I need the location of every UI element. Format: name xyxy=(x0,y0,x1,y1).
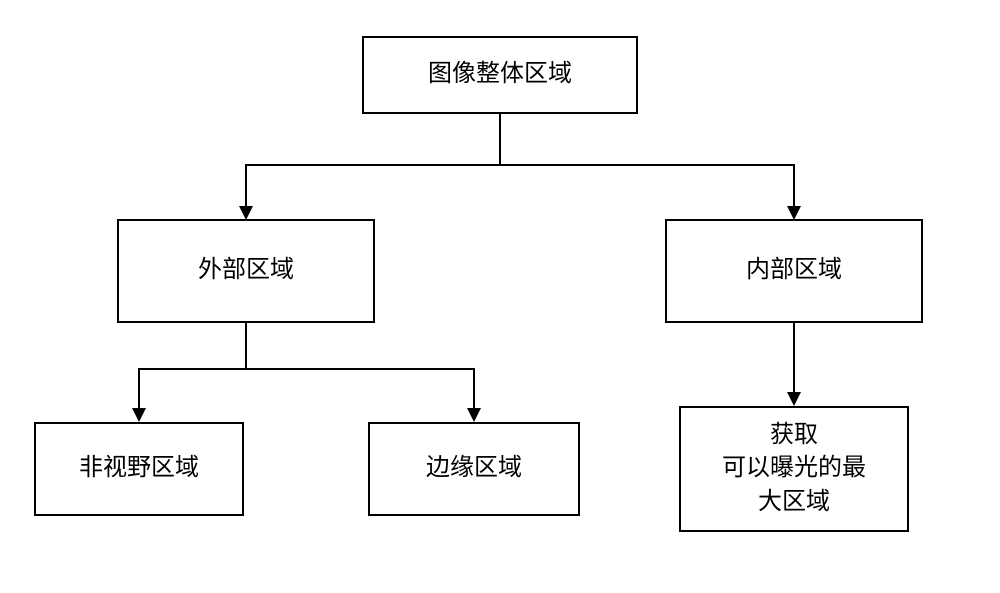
arrow-icon xyxy=(787,206,801,220)
non-view-node: 非视野区域 xyxy=(34,422,244,516)
root-label: 图像整体区域 xyxy=(428,58,572,92)
edge-label: 边缘区域 xyxy=(426,452,522,486)
max-exposure-label: 获取 可以曝光的最 大区域 xyxy=(722,419,866,520)
connector-line xyxy=(793,323,795,394)
arrow-icon xyxy=(239,206,253,220)
edge-node: 边缘区域 xyxy=(368,422,580,516)
connector-line xyxy=(793,164,795,208)
arrow-icon xyxy=(467,408,481,422)
outer-node: 外部区域 xyxy=(117,219,375,323)
connector-line xyxy=(473,368,475,410)
connector-line xyxy=(246,164,795,166)
arrow-icon xyxy=(132,408,146,422)
connector-line xyxy=(139,368,475,370)
inner-label: 内部区域 xyxy=(746,254,842,288)
arrow-icon xyxy=(787,392,801,406)
root-node: 图像整体区域 xyxy=(362,36,638,114)
connector-line xyxy=(245,323,247,368)
connector-line xyxy=(499,114,501,164)
inner-node: 内部区域 xyxy=(665,219,923,323)
non-view-label: 非视野区域 xyxy=(79,452,199,486)
connector-line xyxy=(245,164,247,208)
outer-label: 外部区域 xyxy=(198,254,294,288)
max-exposure-node: 获取 可以曝光的最 大区域 xyxy=(679,406,909,532)
connector-line xyxy=(138,368,140,410)
